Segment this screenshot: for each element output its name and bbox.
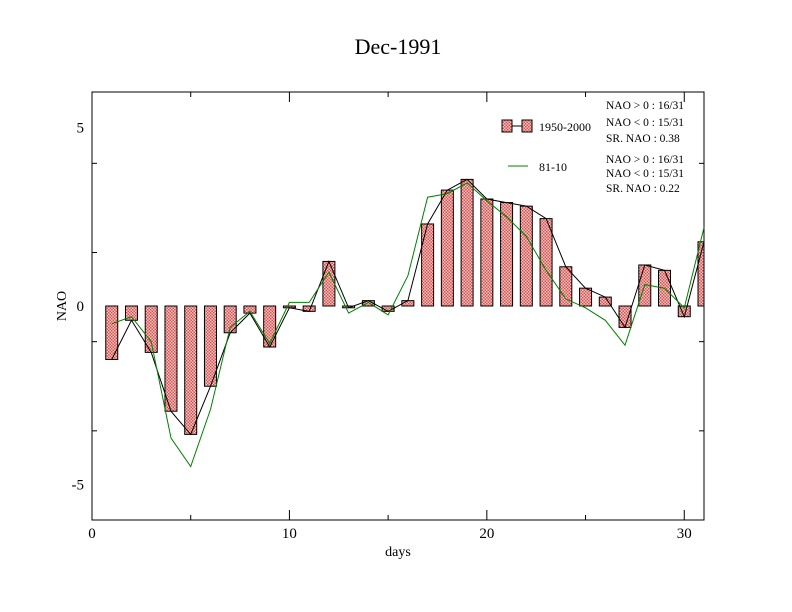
bar-1950-2000 [618,305,632,328]
legend-stat-neg-1950-2000: NAO < 0 : 15/31 [606,117,684,129]
chart-title: Dec-1991 [355,34,442,59]
bar-1950-2000 [598,296,612,307]
bar-1950-2000 [164,305,178,412]
bar-1950-2000 [519,205,533,307]
y-tick-label: -5 [72,477,85,493]
legend-swatch-1950-2000-a [501,119,513,133]
y-tick-label: 5 [77,121,85,137]
bar-1950-2000 [421,223,435,307]
x-tick-label: 10 [282,526,297,542]
x-tick-label: 30 [677,526,692,542]
legend-label-81-10: 81-10 [539,160,567,174]
x-tick-label: 20 [479,526,494,542]
legend-label-1950-2000: 1950-2000 [539,120,591,134]
line-81-10 [111,182,705,468]
y-tick-label: 0 [77,299,85,315]
bar-1950-2000 [579,287,593,307]
bar-1950-2000 [500,202,514,307]
y-axis-label: NAO [55,291,70,321]
bar-1950-2000 [559,266,573,307]
legend-stat-pos-81-10: NAO > 0 : 16/31 [606,154,684,166]
legend-swatch-1950-2000-b [521,119,533,133]
bar-1950-2000 [263,305,277,348]
legend: 1950-2000 NAO > 0 : 16/31 NAO < 0 : 15/3… [501,100,684,195]
legend-stat-sr-81-10: SR. NAO : 0.22 [606,183,680,195]
line-1950-2000 [111,178,705,436]
legend-stat-sr-1950-2000: SR. NAO : 0.38 [606,133,680,145]
x-tick-label: 0 [88,526,96,542]
legend-stat-neg-81-10: NAO < 0 : 15/31 [606,168,684,180]
bar-1950-2000 [322,260,336,307]
bar-1950-2000 [480,198,494,307]
bar-1950-2000 [460,178,474,307]
legend-stat-pos-1950-2000: NAO > 0 : 16/31 [606,100,684,112]
bar-1950-2000 [440,189,454,307]
bar-1950-2000 [184,305,198,435]
x-axis-label: days [385,545,411,560]
